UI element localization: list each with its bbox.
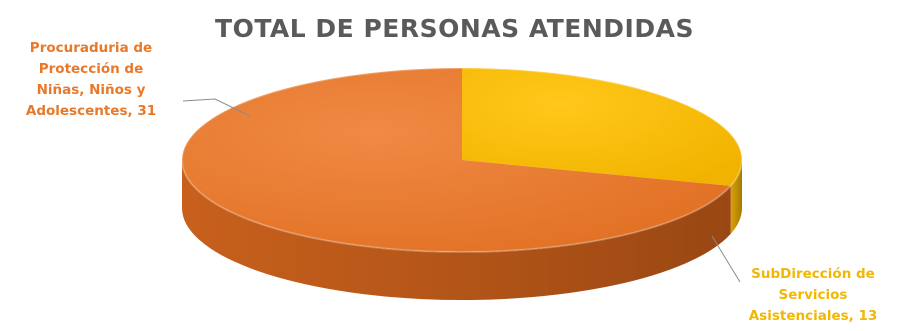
slice-label-line: Protección de: [38, 61, 144, 77]
pie-side-procuraduria: [182, 160, 731, 300]
slice-label-procuraduria: Procuraduria de Protección de Niñas, Niñ…: [2, 38, 180, 122]
slice-label-line: Asistenciales, 13: [748, 308, 878, 324]
slice-label-line: SubDirección de: [751, 266, 875, 282]
chart-title: TOTAL DE PERSONAS ATENDIDAS: [215, 14, 694, 43]
slice-label-line: Niñas, Niños y: [36, 82, 146, 98]
pie-slice-procuraduria: [182, 68, 731, 253]
pie-slice-subdireccion: [462, 68, 742, 186]
slice-label-line: Adolescentes, 31: [25, 103, 157, 119]
pie-side-subdireccion: [730, 160, 742, 234]
leader-line-subdireccion: [711, 235, 741, 283]
leader-line-procuraduria: [182, 98, 251, 117]
slice-label-subdireccion: SubDirección de Servicios Asistenciales,…: [722, 264, 904, 327]
pie-rim: [181, 67, 743, 253]
slice-label-line: Servicios: [778, 287, 848, 303]
slice-label-line: Procuraduria de: [29, 40, 153, 56]
